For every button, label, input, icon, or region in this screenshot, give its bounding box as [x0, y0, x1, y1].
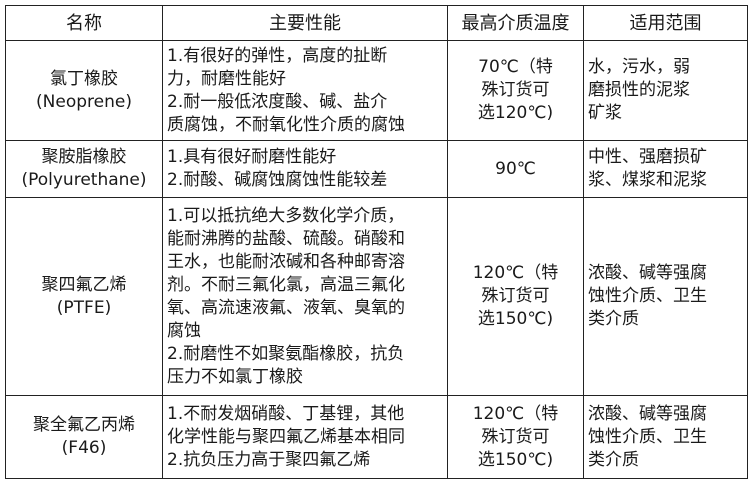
- material-application: 中性、强磨损矿 浆、煤浆和泥浆: [583, 140, 748, 198]
- material-performance: 1.不耐发烟硝酸、丁基锂，其他 化学性能与聚四氟乙烯基本相同 2.抗负压力高于聚…: [162, 395, 448, 479]
- table-row: 氯丁橡胶 (Neoprene) 1.有很好的弹性，高度的扯断 力，耐磨性能好 2…: [5, 40, 748, 141]
- material-name: 氯丁橡胶 (Neoprene): [5, 40, 163, 141]
- material-max-temp: 120℃（特 殊订货可 选150℃): [447, 197, 584, 396]
- material-name: 聚全氟乙丙烯 (F46): [5, 395, 163, 479]
- material-application: 水，污水，弱 磨损性的泥浆 矿浆: [583, 40, 748, 141]
- material-performance: 1.具有很好耐磨性能好 2.耐酸、碱腐蚀腐蚀性能较差: [162, 140, 448, 198]
- table-row: 聚全氟乙丙烯 (F46) 1.不耐发烟硝酸、丁基锂，其他 化学性能与聚四氟乙烯基…: [5, 395, 748, 479]
- material-performance: 1.有很好的弹性，高度的扯断 力，耐磨性能好 2.耐一般低浓度酸、碱、盐介 质腐…: [162, 40, 448, 141]
- material-max-temp: 120℃（特 殊订货可 选150℃): [447, 395, 584, 479]
- header-application: 适用范围: [583, 5, 748, 41]
- table-row: 聚四氟乙烯 (PTFE) 1.可以抵抗绝大多数化学介质， 能耐沸腾的盐酸、硫酸。…: [5, 197, 748, 396]
- material-max-temp: 70℃（特 殊订货可 选120℃): [447, 40, 584, 141]
- lining-material-table: 名称 主要性能 最高介质温度 适用范围 氯丁橡胶 (Neoprene) 1.有很…: [5, 5, 748, 479]
- material-name: 聚四氟乙烯 (PTFE): [5, 197, 163, 396]
- material-application: 浓酸、碱等强腐 蚀性介质、卫生 类介质: [583, 197, 748, 396]
- header-row: 名称 主要性能 最高介质温度 适用范围: [5, 5, 748, 41]
- header-max-temp: 最高介质温度: [447, 5, 584, 41]
- material-application: 浓酸、碱等强腐 蚀性介质、卫生 类介质: [583, 395, 748, 479]
- material-max-temp: 90℃: [447, 140, 584, 198]
- material-performance: 1.可以抵抗绝大多数化学介质， 能耐沸腾的盐酸、硫酸。硝酸和 王水，也能耐浓碱和…: [162, 197, 448, 396]
- table-row: 聚胺脂橡胶 (Polyurethane) 1.具有很好耐磨性能好 2.耐酸、碱腐…: [5, 140, 748, 198]
- material-name: 聚胺脂橡胶 (Polyurethane): [5, 140, 163, 198]
- header-name: 名称: [5, 5, 163, 41]
- header-performance: 主要性能: [162, 5, 448, 41]
